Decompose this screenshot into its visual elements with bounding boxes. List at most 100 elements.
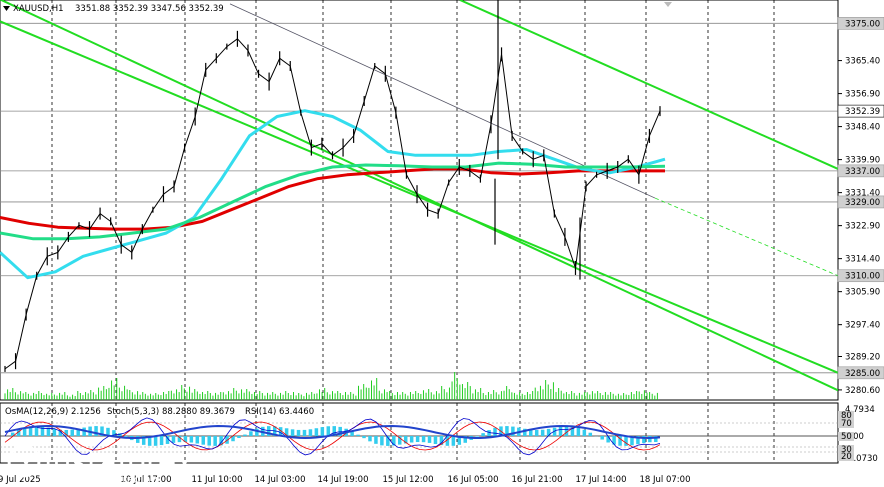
osma-bar bbox=[648, 436, 652, 443]
osma-bar bbox=[427, 436, 432, 443]
osma-level-label: -5.0730 bbox=[845, 454, 878, 464]
osma-bar bbox=[320, 427, 325, 436]
osma-bar bbox=[409, 436, 414, 443]
osma-bar bbox=[326, 426, 331, 436]
osma-bar bbox=[487, 430, 491, 436]
osma-bar bbox=[552, 427, 557, 436]
time-tick-label: 18 Jul 07:00 bbox=[640, 475, 691, 485]
osma-bar bbox=[46, 427, 51, 436]
stoch-level-box bbox=[838, 432, 854, 441]
osma-bar bbox=[380, 436, 384, 446]
osma-bar bbox=[106, 427, 110, 436]
time-tick-label: 16 Jul 05:00 bbox=[448, 475, 499, 485]
ema-line bbox=[0, 167, 665, 231]
osma-bar bbox=[362, 436, 366, 439]
osma-bar bbox=[415, 436, 420, 443]
osma-bar bbox=[368, 436, 372, 442]
osma-bar bbox=[278, 427, 283, 436]
osma-bar bbox=[16, 429, 21, 436]
time-tick-label: 14 Jul 19:00 bbox=[318, 475, 369, 485]
osma-bar bbox=[612, 436, 616, 445]
osma-bar bbox=[636, 436, 640, 445]
osma-bar bbox=[70, 429, 74, 436]
osma-bar bbox=[296, 429, 301, 436]
osma-bar bbox=[82, 427, 86, 436]
price-tick-label: 3280.60 bbox=[845, 386, 880, 396]
osma-bar bbox=[582, 429, 587, 436]
osma-label: OsMA(12,26,9) 2.1256 bbox=[5, 407, 101, 417]
osma-bar bbox=[505, 426, 509, 436]
osma-bar bbox=[124, 436, 128, 437]
stoch-level-box bbox=[838, 419, 854, 428]
osma-bar bbox=[58, 429, 63, 436]
osma-bar bbox=[529, 429, 533, 436]
time-tick-label: 16 Jul 21:00 bbox=[512, 475, 563, 485]
osma-bar bbox=[183, 436, 188, 443]
collapse-triangle-icon[interactable] bbox=[3, 6, 10, 11]
osma-bar bbox=[237, 436, 241, 439]
ohlc-values: 3351.88 3352.39 3347.56 3352.39 bbox=[75, 4, 224, 14]
stoch-label: Stoch(5,3,3) 88.2880 89.3679 bbox=[107, 407, 235, 417]
price-tick-label: 3331.40 bbox=[845, 189, 880, 199]
osma-bar bbox=[398, 436, 402, 445]
osma-bar bbox=[165, 436, 170, 444]
level-price-tag: 3337.00 bbox=[837, 164, 884, 178]
indicator-plot-area[interactable] bbox=[0, 402, 839, 464]
osma-bar bbox=[136, 436, 140, 443]
price-tag-label: 3310.00 bbox=[845, 272, 880, 282]
level-price-tag: 3329.00 bbox=[837, 195, 884, 209]
osma-bar bbox=[100, 426, 104, 436]
price-tag-label: 3375.00 bbox=[845, 19, 880, 29]
osma-bar bbox=[201, 436, 205, 445]
price-tick-label: 3305.90 bbox=[845, 288, 880, 298]
symbol-label: XAUUSD,H1 bbox=[13, 4, 64, 14]
osma-bar bbox=[290, 429, 295, 436]
osma-bar bbox=[523, 428, 527, 436]
price-tag-box bbox=[837, 366, 884, 380]
time-tick-label: 17 Jul 14:00 bbox=[576, 475, 627, 485]
price-tag-box bbox=[837, 17, 884, 30]
moving-averages bbox=[0, 109, 666, 280]
osma-bar bbox=[654, 436, 658, 443]
level-price-tag: 3285.00 bbox=[837, 366, 884, 380]
price-tag-label: 3337.00 bbox=[845, 167, 880, 177]
stoch-level-label: 70 bbox=[841, 419, 852, 429]
price-tick-label: 3289.20 bbox=[845, 353, 880, 363]
price-tick-label: 3297.40 bbox=[845, 321, 880, 331]
osma-bar bbox=[40, 426, 45, 436]
indicator-header: OsMA(12,26,9) 2.1256 Stoch(5,3,3) 88.288… bbox=[5, 407, 314, 417]
osma-bar bbox=[28, 426, 33, 436]
price-tag-label: 3329.00 bbox=[845, 198, 880, 208]
osma-bar bbox=[546, 428, 551, 436]
time-axis: 9 Jul 2025 10 Jul 17:00 11 Jul 10:00 14 Jul… bbox=[0, 475, 690, 485]
osma-bar bbox=[332, 426, 336, 436]
time-tick-label: 15 Jul 12:00 bbox=[383, 475, 434, 485]
osma-bar bbox=[34, 426, 39, 436]
osma-bar bbox=[433, 436, 438, 445]
osma-bar bbox=[64, 429, 69, 436]
stoch-level-label: 80 bbox=[841, 411, 852, 421]
osma-bar bbox=[314, 428, 319, 436]
channel-mid-line bbox=[0, 0, 839, 392]
main-plot-area[interactable] bbox=[0, 0, 839, 401]
stoch-level-box bbox=[838, 411, 854, 420]
osma-bar bbox=[493, 427, 497, 436]
time-tick-label: 10 Jul 17:00 bbox=[121, 475, 172, 485]
horizontal-levels bbox=[0, 22, 838, 374]
osma-bar bbox=[147, 436, 152, 446]
osma-bar bbox=[445, 436, 450, 446]
osma-bar bbox=[576, 427, 581, 436]
stoch-level-label: 20 bbox=[841, 452, 852, 462]
price-tick-label: 3356.90 bbox=[845, 90, 880, 100]
osma-bar bbox=[624, 436, 628, 446]
osma-bar bbox=[219, 436, 223, 446]
osma-bar bbox=[195, 436, 200, 444]
osma-bar bbox=[403, 436, 408, 444]
price-tag-label: 3285.00 bbox=[845, 369, 880, 379]
shift-marker-icon[interactable] bbox=[664, 2, 672, 7]
osma-level-label: 0.00 bbox=[845, 432, 864, 442]
osma-bar bbox=[153, 436, 158, 446]
stoch-main-line bbox=[4, 417, 661, 456]
